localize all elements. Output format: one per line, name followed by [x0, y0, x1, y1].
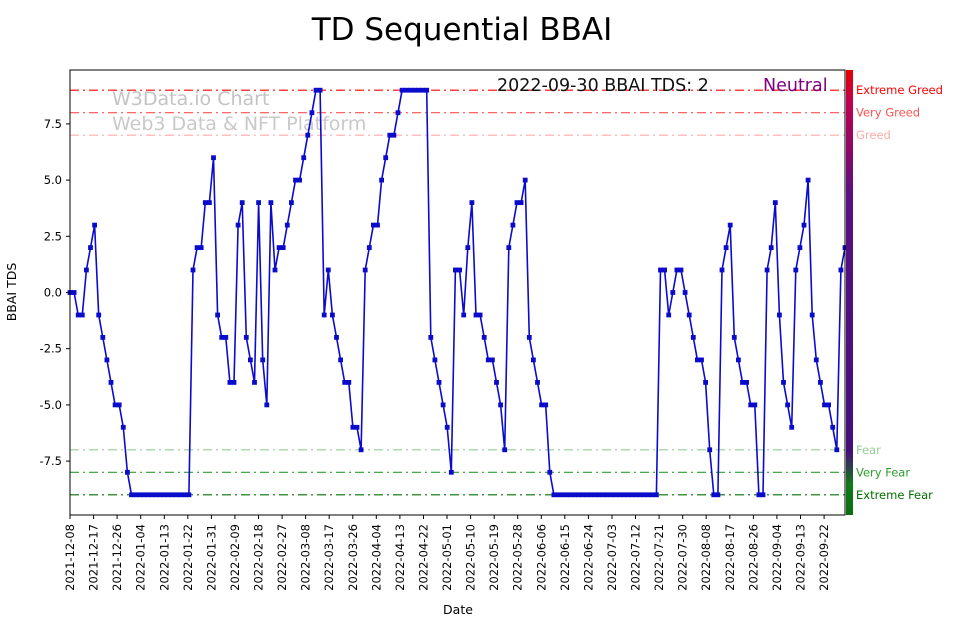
y-tick-label: 7.5 [44, 117, 62, 131]
tds-markers [67, 87, 848, 498]
x-tick-label: 2022-06-24 [581, 524, 595, 591]
y-tick-label: -5.0 [40, 398, 62, 412]
sentiment-band-label: Extreme Greed [856, 83, 943, 97]
y-tick-label: -2.5 [40, 342, 62, 356]
y-axis-label: BBAI TDS [4, 263, 19, 322]
sentiment-annotation: Neutral [763, 76, 828, 96]
x-tick-label: 2022-02-18 [252, 524, 266, 591]
x-tick-label: 2022-01-31 [204, 524, 218, 591]
x-axis-label: Date [443, 602, 473, 617]
x-tick-label: 2022-06-15 [558, 524, 572, 591]
x-tick-label: 2021-12-08 [63, 524, 77, 591]
x-tick-label: 2022-07-12 [629, 524, 643, 591]
y-tick-label: -7.5 [40, 454, 62, 468]
x-tick-label: 2022-03-08 [299, 524, 313, 591]
x-tick-label: 2022-05-28 [511, 524, 525, 591]
y-tick-label: 5.0 [44, 173, 62, 187]
watermark-line1: W3Data.io Chart [112, 88, 269, 110]
sentiment-colorbar [846, 70, 853, 515]
x-tick-label: 2022-01-22 [181, 524, 195, 591]
plot-content: 2021-12-08 2021-12-17 2021-12-26 2022-01-04… [40, 83, 943, 591]
x-tick-label: 2022-01-13 [157, 524, 171, 591]
sentiment-band-label: Extreme Fear [856, 488, 933, 502]
y-tick-label: 2.5 [44, 229, 62, 243]
x-tick-label: 2022-09-22 [817, 524, 831, 591]
watermark-line2: Web3 Data & NFT Platform [112, 113, 366, 135]
x-tick-label: 2022-09-04 [770, 524, 784, 591]
x-tick-label: 2022-04-13 [393, 524, 407, 591]
x-tick-label: 2022-05-01 [440, 524, 454, 591]
x-tick-label: 2022-02-27 [275, 524, 289, 591]
x-tick-label: 2022-04-04 [369, 524, 383, 591]
x-tick-label: 2022-08-26 [746, 524, 760, 591]
latest-tds-annotation: 2022-09-30 BBAI TDS: 2 [497, 76, 709, 96]
x-tick-label: 2022-05-19 [487, 524, 501, 591]
x-tick-label: 2022-07-21 [652, 524, 666, 591]
sentiment-band-label: Very Fear [856, 465, 910, 479]
sentiment-band-label: Greed [856, 128, 891, 142]
page-title: TD Sequential BBAI [311, 12, 613, 48]
x-tick-label: 2022-03-26 [346, 524, 360, 591]
x-tick-label: 2022-07-03 [605, 524, 619, 591]
x-tick-label: 2022-05-10 [464, 524, 478, 591]
sentiment-band-label: Very Greed [856, 106, 920, 120]
x-tick-label: 2021-12-17 [87, 524, 101, 591]
tds-line [70, 89, 846, 496]
x-tick-label: 2022-01-04 [134, 524, 148, 591]
x-tick-label: 2022-09-13 [794, 524, 808, 591]
y-tick-label: 0.0 [44, 286, 62, 300]
x-tick-label: 2022-04-22 [417, 524, 431, 591]
sentiment-band-label: Fear [856, 443, 881, 457]
x-tick-label: 2022-02-09 [228, 524, 242, 591]
plot-frame [69, 69, 846, 516]
x-tick-label: 2022-03-17 [322, 524, 336, 591]
x-tick-label: 2022-07-30 [676, 524, 690, 591]
x-tick-label: 2022-06-06 [534, 524, 548, 591]
x-tick-label: 2022-08-17 [723, 524, 737, 591]
x-tick-label: 2021-12-26 [110, 524, 124, 591]
x-tick-label: 2022-08-08 [699, 524, 713, 591]
